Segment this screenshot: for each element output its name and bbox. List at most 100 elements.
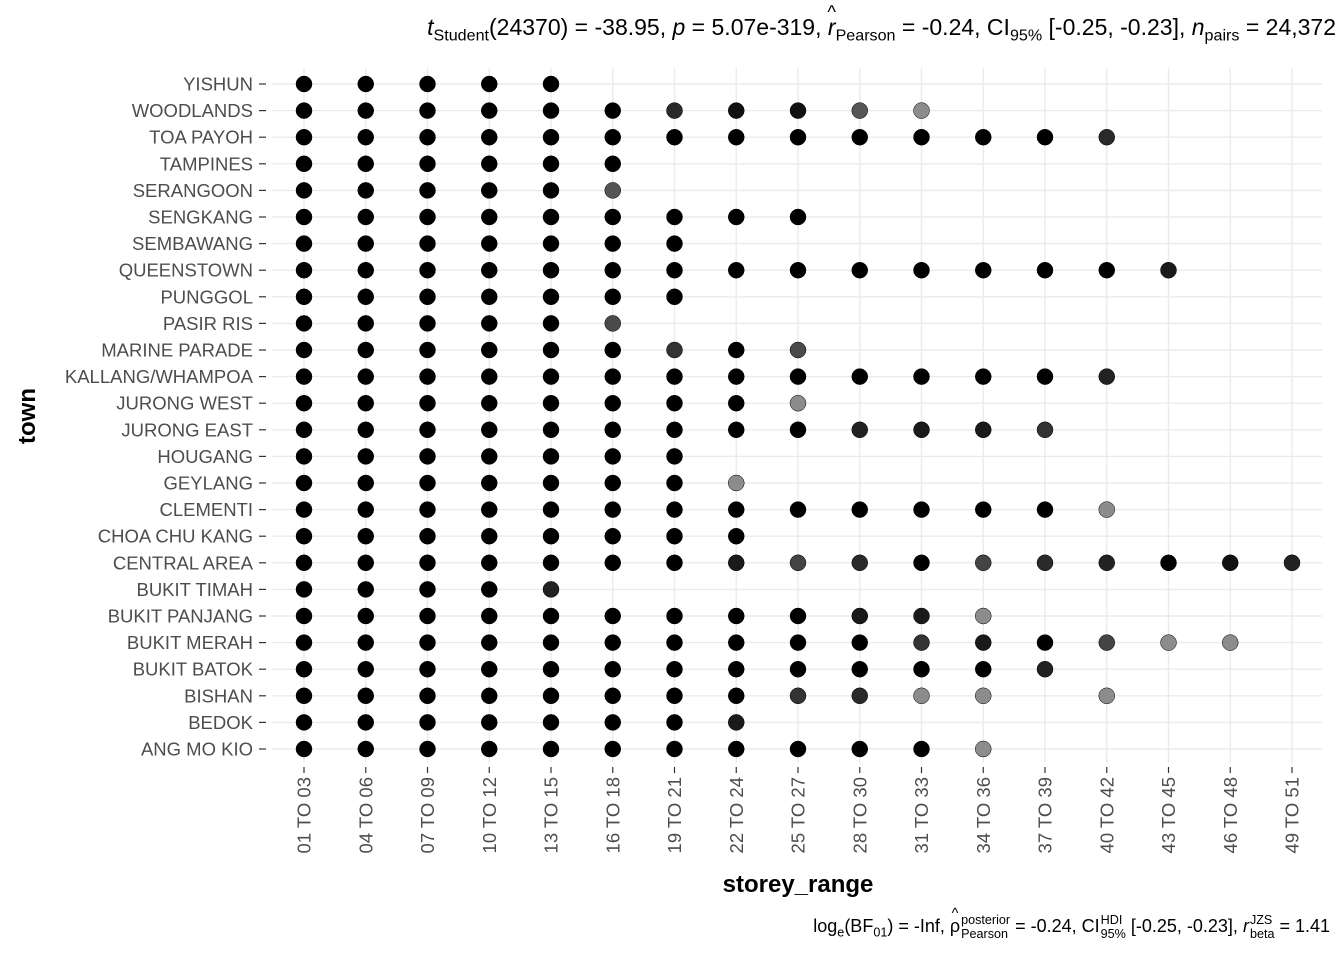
data-point-toa-payoh-22-to-24 (728, 128, 745, 146)
data-point-geylang-10-to-12 (481, 474, 498, 492)
data-point-kallang-whampoa-37-to-39 (1036, 368, 1054, 385)
data-point-toa-payoh-19-to-21 (666, 128, 683, 146)
data-point-ang-mo-kio-31-to-33 (913, 740, 930, 758)
data-point-sengkang-04-to-06 (357, 208, 374, 226)
data-point-yishun-04-to-06 (357, 75, 374, 93)
data-point-central-area-04-to-06 (357, 554, 374, 572)
data-point-geylang-16-to-18 (604, 474, 621, 492)
data-point-marine-parade-01-to-03 (295, 341, 313, 359)
data-point-sengkang-16-to-18 (604, 208, 621, 226)
data-point-bishan-31-to-33 (913, 687, 930, 705)
data-point-jurong-west-16-to-18 (604, 394, 621, 412)
data-point-serangoon-04-to-06 (357, 182, 374, 199)
data-point-bukit-merah-37-to-39 (1036, 634, 1054, 651)
x-tick-label-43-to-45: 43 TO 45 (1158, 777, 1179, 853)
data-point-bedok-07-to-09 (419, 714, 436, 731)
data-point-queenstown-31-to-33 (913, 261, 930, 279)
y-tick-label-bukit-merah: BUKIT MERAH (127, 632, 253, 653)
r-symbol: r (1242, 915, 1249, 936)
data-point-queenstown-01-to-03 (295, 261, 313, 279)
data-point-bedok-16-to-18 (604, 714, 621, 731)
data-point-queenstown-19-to-21 (666, 261, 683, 279)
data-point-choa-chu-kang-22-to-24 (728, 527, 745, 545)
data-point-central-area-40-to-42 (1098, 554, 1115, 572)
data-point-clementi-40-to-42 (1098, 501, 1115, 518)
data-point-bukit-panjang-28-to-30 (851, 607, 868, 625)
data-point-woodlands-01-to-03 (295, 102, 313, 119)
t-df: (24370) (489, 14, 569, 40)
data-point-jurong-east-16-to-18 (604, 421, 621, 439)
data-point-toa-payoh-28-to-30 (851, 128, 868, 146)
data-point-central-area-43-to-45 (1160, 554, 1177, 572)
data-point-yishun-13-to-15 (542, 75, 560, 93)
data-point-central-area-34-to-36 (975, 554, 992, 572)
data-point-toa-payoh-07-to-09 (419, 128, 436, 146)
data-point-bukit-batok-10-to-12 (481, 660, 498, 678)
data-point-bukit-panjang-10-to-12 (481, 607, 498, 625)
data-point-kallang-whampoa-25-to-27 (789, 368, 807, 385)
data-point-queenstown-28-to-30 (851, 261, 868, 279)
data-point-bukit-panjang-34-to-36 (975, 607, 992, 625)
n-value: = 24,372 (1239, 14, 1336, 40)
y-tick-label-woodlands: WOODLANDS (132, 100, 253, 121)
data-point-sembawang-04-to-06 (357, 235, 374, 252)
data-point-sembawang-01-to-03 (295, 235, 313, 252)
data-point-bedok-13-to-15 (542, 714, 560, 731)
data-point-bukit-panjang-07-to-09 (419, 607, 436, 625)
data-point-jurong-east-25-to-27 (789, 421, 807, 439)
y-tick-label-marine-parade: MARINE PARADE (101, 340, 253, 361)
data-point-punggol-04-to-06 (357, 288, 374, 306)
data-point-geylang-07-to-09 (419, 474, 436, 492)
y-tick-label-central-area: CENTRAL AREA (113, 552, 254, 573)
data-point-bukit-timah-01-to-03 (295, 581, 313, 598)
data-point-bishan-07-to-09 (419, 687, 436, 705)
data-point-bukit-merah-07-to-09 (419, 634, 436, 651)
y-tick-label-bishan: BISHAN (184, 685, 253, 706)
data-point-bishan-25-to-27 (789, 687, 807, 705)
data-point-hougang-13-to-15 (542, 448, 560, 465)
data-point-bukit-panjang-16-to-18 (604, 607, 621, 625)
data-point-tampines-16-to-18 (604, 155, 621, 173)
data-point-sembawang-10-to-12 (481, 235, 498, 252)
data-point-queenstown-04-to-06 (357, 261, 374, 279)
x-tick-label-31-to-33: 31 TO 33 (911, 777, 932, 853)
r-value: = 1.41 (1274, 915, 1330, 936)
data-point-bukit-merah-16-to-18 (604, 634, 621, 651)
data-point-woodlands-25-to-27 (789, 102, 807, 119)
y-tick-label-yishun: YISHUN (183, 74, 253, 95)
data-point-bishan-28-to-30 (851, 687, 868, 705)
data-point-ang-mo-kio-01-to-03 (295, 740, 313, 758)
data-point-clementi-28-to-30 (851, 501, 868, 518)
data-point-kallang-whampoa-34-to-36 (975, 368, 992, 385)
data-point-bukit-panjang-04-to-06 (357, 607, 374, 625)
n-subscript: pairs (1204, 26, 1240, 45)
data-point-punggol-01-to-03 (295, 288, 313, 306)
data-point-jurong-west-01-to-03 (295, 394, 313, 412)
data-point-serangoon-13-to-15 (542, 182, 560, 199)
data-point-central-area-10-to-12 (481, 554, 498, 572)
data-point-bedok-19-to-21 (666, 714, 683, 731)
data-point-queenstown-07-to-09 (419, 261, 436, 279)
data-point-ang-mo-kio-22-to-24 (728, 740, 745, 758)
y-tick-label-tampines: TAMPINES (160, 153, 253, 174)
data-point-punggol-13-to-15 (542, 288, 560, 306)
data-point-central-area-01-to-03 (295, 554, 313, 572)
data-point-choa-chu-kang-19-to-21 (666, 527, 683, 545)
data-point-pasir-ris-01-to-03 (295, 315, 313, 332)
bf-subscript: 01 (873, 925, 888, 940)
log-label: log (813, 915, 838, 936)
data-point-sembawang-16-to-18 (604, 235, 621, 252)
data-point-bukit-timah-07-to-09 (419, 581, 436, 598)
data-point-central-area-37-to-39 (1036, 554, 1054, 572)
y-tick-label-sembawang: SEMBAWANG (132, 233, 253, 254)
y-tick-label-serangoon: SERANGOON (133, 180, 253, 201)
data-point-bukit-timah-04-to-06 (357, 581, 374, 598)
y-tick-label-ang-mo-kio: ANG MO KIO (141, 739, 253, 760)
data-point-central-area-49-to-51 (1283, 554, 1301, 572)
data-point-jurong-east-04-to-06 (357, 421, 374, 439)
data-point-kallang-whampoa-07-to-09 (419, 368, 436, 385)
data-point-choa-chu-kang-13-to-15 (542, 527, 560, 545)
r-value: = -0.24, CI (895, 14, 1010, 40)
